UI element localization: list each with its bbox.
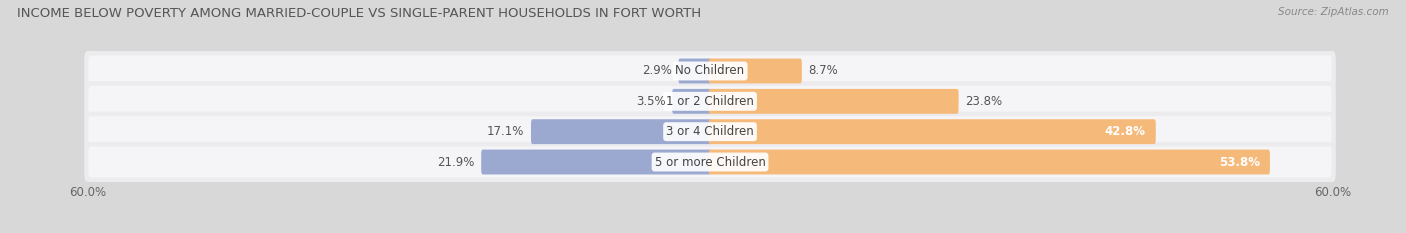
Text: 2.9%: 2.9% — [641, 65, 672, 78]
FancyBboxPatch shape — [89, 55, 1331, 86]
Text: 5 or more Children: 5 or more Children — [655, 155, 765, 168]
FancyBboxPatch shape — [531, 119, 711, 144]
Text: 53.8%: 53.8% — [1219, 155, 1260, 168]
FancyBboxPatch shape — [709, 58, 801, 83]
Text: 3 or 4 Children: 3 or 4 Children — [666, 125, 754, 138]
FancyBboxPatch shape — [709, 89, 959, 114]
Text: No Children: No Children — [675, 65, 745, 78]
Text: 23.8%: 23.8% — [966, 95, 1002, 108]
Text: 3.5%: 3.5% — [636, 95, 665, 108]
Text: 42.8%: 42.8% — [1105, 125, 1146, 138]
FancyBboxPatch shape — [89, 116, 1331, 147]
FancyBboxPatch shape — [89, 86, 1331, 117]
FancyBboxPatch shape — [84, 142, 1336, 182]
Text: Source: ZipAtlas.com: Source: ZipAtlas.com — [1278, 7, 1389, 17]
FancyBboxPatch shape — [84, 81, 1336, 121]
Text: 21.9%: 21.9% — [437, 155, 474, 168]
FancyBboxPatch shape — [709, 119, 1156, 144]
Text: INCOME BELOW POVERTY AMONG MARRIED-COUPLE VS SINGLE-PARENT HOUSEHOLDS IN FORT WO: INCOME BELOW POVERTY AMONG MARRIED-COUPL… — [17, 7, 702, 20]
Text: 1 or 2 Children: 1 or 2 Children — [666, 95, 754, 108]
Text: 8.7%: 8.7% — [808, 65, 838, 78]
FancyBboxPatch shape — [84, 51, 1336, 91]
FancyBboxPatch shape — [672, 89, 711, 114]
Text: 17.1%: 17.1% — [486, 125, 524, 138]
FancyBboxPatch shape — [709, 150, 1270, 175]
FancyBboxPatch shape — [481, 150, 711, 175]
FancyBboxPatch shape — [89, 147, 1331, 178]
FancyBboxPatch shape — [678, 58, 711, 83]
FancyBboxPatch shape — [84, 112, 1336, 152]
